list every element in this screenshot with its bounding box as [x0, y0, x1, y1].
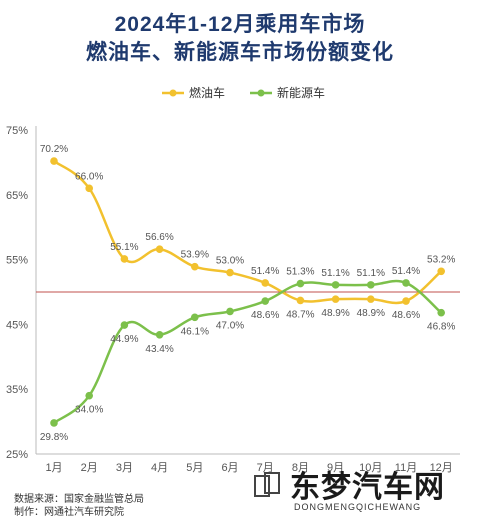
x-tick-label: 10月 — [359, 462, 382, 474]
data-point — [50, 157, 58, 165]
data-label: 55.1% — [110, 242, 138, 253]
data-label: 51.4% — [392, 266, 420, 277]
data-label: 48.6% — [251, 310, 279, 321]
watermark: 东梦汽车网 DONGMENGQICHEWANG — [250, 462, 470, 518]
data-source-note: 数据来源：国家金融监管总局 — [14, 494, 144, 505]
data-point — [331, 281, 340, 289]
data-label: 70.2% — [40, 144, 68, 155]
x-tick-label: 6月 — [221, 462, 238, 474]
x-tick-label: 11月 — [395, 462, 417, 474]
y-tick-label: 55% — [6, 255, 28, 267]
x-tick-label: 2月 — [81, 462, 98, 474]
data-point — [191, 313, 199, 322]
data-label: 29.8% — [40, 432, 68, 443]
data-point — [367, 281, 375, 289]
data-point — [191, 262, 199, 271]
data-label: 34.0% — [75, 405, 103, 416]
data-point — [155, 245, 164, 254]
data-label: 44.9% — [110, 334, 138, 345]
x-tick-label: 9月 — [327, 462, 344, 474]
data-point — [331, 295, 340, 303]
data-label: 46.1% — [181, 326, 209, 337]
legend-label-0: 燃油车 — [189, 85, 225, 100]
data-label: 47.0% — [216, 320, 244, 331]
data-label: 48.9% — [321, 308, 349, 319]
data-label: 51.1% — [357, 268, 385, 279]
data-label: 48.6% — [392, 310, 420, 321]
chart-title-line2: 燃油车、新能源车市场份额变化 — [86, 41, 394, 64]
data-point — [367, 295, 375, 303]
data-label: 53.9% — [181, 250, 209, 261]
data-label: 56.6% — [145, 232, 173, 243]
data-point — [437, 308, 446, 317]
data-label: 48.7% — [286, 309, 314, 320]
y-tick-label: 45% — [6, 319, 28, 331]
y-tick-label: 75% — [6, 125, 28, 137]
data-point — [261, 279, 270, 287]
y-tick-label: 65% — [6, 190, 28, 202]
data-label: 53.0% — [216, 256, 244, 267]
data-point — [85, 391, 93, 400]
series-line-1 — [53, 279, 443, 424]
data-label: 46.8% — [427, 322, 455, 333]
producer-note: 制作：网通社汽车研究院 — [14, 507, 124, 518]
data-point — [296, 296, 305, 305]
chart-title-line1: 2024年1-12月乘用车市场 — [114, 13, 366, 36]
data-label: 53.2% — [427, 254, 455, 265]
data-point — [402, 297, 410, 305]
x-tick-label: 1月 — [45, 462, 62, 474]
data-point — [437, 267, 446, 276]
data-label: 51.3% — [286, 267, 314, 278]
data-point — [120, 321, 129, 329]
data-point — [120, 255, 129, 263]
series-line-0 — [53, 160, 443, 305]
legend-label-1: 新能源车 — [277, 85, 325, 100]
data-point — [402, 279, 410, 287]
watermark-domain: DONGMENGQICHEWANG — [294, 502, 422, 512]
data-point — [261, 297, 270, 305]
legend-marker-1 — [257, 89, 265, 97]
x-tick-label: 7月 — [257, 462, 274, 474]
y-tick-label: 25% — [6, 449, 28, 461]
chart-area: 燃油车 新能源车 25% 35% 45% 55% 65% 75% 1月 2月 3月 4月 5月 6月 7月 8… — [6, 85, 460, 474]
data-label: 66.0% — [75, 171, 103, 182]
data-label: 48.9% — [357, 308, 385, 319]
watermark-logo-icon — [254, 472, 280, 497]
data-point — [85, 184, 93, 193]
x-tick-label: 8月 — [292, 462, 309, 474]
data-point — [226, 268, 234, 277]
x-tick-label: 5月 — [186, 462, 203, 474]
x-tick-label: 12月 — [430, 462, 453, 474]
watermark-name: 东梦汽车网 — [290, 470, 445, 505]
data-point — [50, 419, 58, 427]
y-tick-label: 35% — [6, 384, 28, 396]
data-point — [296, 279, 305, 288]
data-label: 43.4% — [145, 344, 173, 355]
data-label: 51.1% — [321, 268, 349, 279]
data-point — [155, 330, 164, 339]
data-point — [226, 307, 234, 316]
data-label: 51.4% — [251, 266, 279, 277]
x-tick-label: 4月 — [151, 462, 168, 474]
legend-marker-0 — [169, 89, 177, 97]
x-tick-label: 3月 — [116, 462, 133, 474]
